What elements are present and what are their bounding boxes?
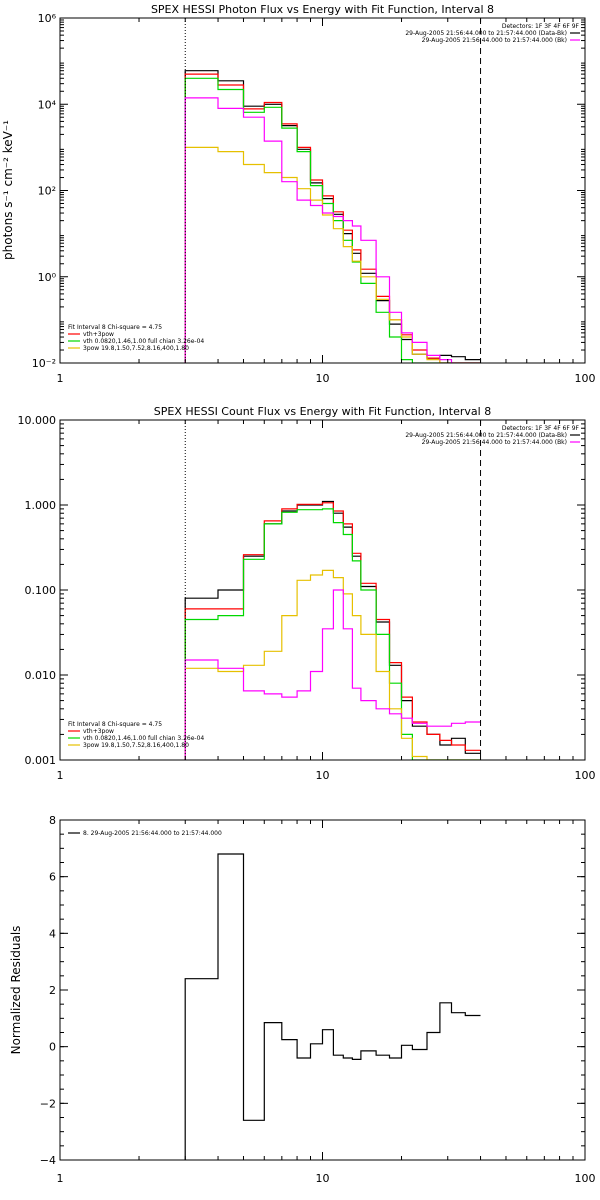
y-tick-label: 10⁶ — [38, 12, 57, 25]
series-group — [184, 853, 481, 1160]
y-tick-label: 4 — [49, 927, 56, 940]
y-tick-label: −4 — [40, 1154, 56, 1167]
header-text: 29-Aug-2005 21:56:44.000 to 21:57:44.000… — [422, 439, 567, 446]
x-tick-label: 100 — [575, 769, 596, 782]
legend-entry: Fit Interval 8 Chi-square = 4.75 — [68, 721, 162, 728]
legend-entry: 3pow 19.8,1.50,7.52,8.16,400,1.80 — [83, 345, 189, 352]
chart-panel-3: Normalized Residuals 1 10 100 −4 −2 0 2 4 6 8 8. 29… — [9, 814, 596, 1185]
series-line-data — [184, 853, 481, 1160]
x-tick-label: 100 — [575, 372, 596, 385]
plot-frame — [59, 419, 586, 761]
legend-entry: vth 0.0820,1.46,1.00 full chian 3.26e-04 — [83, 338, 204, 345]
chart-title: SPEX HESSI Photon Flux vs Energy with Fi… — [151, 3, 494, 16]
y-tick-label: 6 — [49, 871, 56, 884]
header-text: Detectors: 1F 3F 4F 6F 9F — [502, 23, 580, 30]
legend-entry: Fit Interval 8 Chi-square = 4.75 — [68, 324, 162, 331]
y-tick-label: 10⁴ — [38, 98, 57, 111]
y-tick-label: 10⁰ — [38, 271, 57, 284]
y-tick-label: 2 — [49, 984, 56, 997]
y-axis-label: photons s⁻¹ cm⁻² keV⁻¹ — [1, 120, 15, 260]
x-tick-label: 1 — [57, 1172, 64, 1185]
legend-entry: 8. 29-Aug-2005 21:56:44.000 to 21:57:44.… — [83, 830, 222, 837]
series-line-bk — [184, 97, 481, 363]
y-tick-label: 10² — [38, 185, 56, 198]
x-tick-label: 1 — [57, 372, 64, 385]
y-tick-label: 8 — [49, 814, 56, 827]
series-line-bpow — [184, 569, 481, 760]
legend-entry: vth 0.0820,1.46,1.00 full chian 3.26e-04 — [83, 735, 204, 742]
series-group — [184, 500, 481, 760]
y-tick-label: 0.001 — [25, 754, 57, 767]
y-tick-label: 10⁻² — [32, 357, 56, 370]
x-tick-label: 1 — [57, 769, 64, 782]
header-text: 29-Aug-2005 21:56:44.000 to 21:57:44.000… — [422, 37, 567, 44]
series-line-total — [184, 502, 481, 760]
header-text: 29-Aug-2005 21:56:44.000 to 21:57:44.000… — [405, 432, 567, 439]
chart-title: SPEX HESSI Count Flux vs Energy with Fit… — [154, 405, 491, 418]
plot-frame — [59, 819, 586, 1161]
legend-entry: vth+3pow — [83, 728, 114, 735]
legend-entry: 3pow 19.8,1.50,7.52,8.16,400,1.80 — [83, 742, 189, 749]
series-line-data — [184, 500, 481, 760]
series-line-bpow — [184, 146, 481, 363]
y-tick-label: 0.010 — [25, 669, 57, 682]
series-line-bk — [184, 589, 481, 760]
y-tick-label: −2 — [40, 1097, 56, 1110]
header-text: Detectors: 1F 3F 4F 6F 9F — [502, 425, 580, 432]
y-tick-label: 1.000 — [25, 499, 57, 512]
chart-panel-1: SPEX HESSI Photon Flux vs Energy with Fi… — [1, 3, 596, 385]
y-axis-label: Normalized Residuals — [9, 926, 23, 1055]
x-tick-label: 10 — [316, 1172, 330, 1185]
x-tick-label: 10 — [316, 769, 330, 782]
x-tick-label: 100 — [575, 1172, 596, 1185]
header-text: 29-Aug-2005 21:56:44.000 to 21:57:44.000… — [405, 30, 567, 37]
series-line-vth — [184, 508, 481, 760]
y-tick-label: 10.000 — [18, 414, 57, 427]
legend-entry: vth+3pow — [83, 331, 114, 338]
x-tick-label: 10 — [316, 372, 330, 385]
series-group — [184, 70, 481, 363]
chart-panel-2: SPEX HESSI Count Flux vs Energy with Fit… — [18, 405, 596, 782]
y-tick-label: 0 — [49, 1041, 56, 1054]
y-tick-label: 0.100 — [25, 584, 57, 597]
